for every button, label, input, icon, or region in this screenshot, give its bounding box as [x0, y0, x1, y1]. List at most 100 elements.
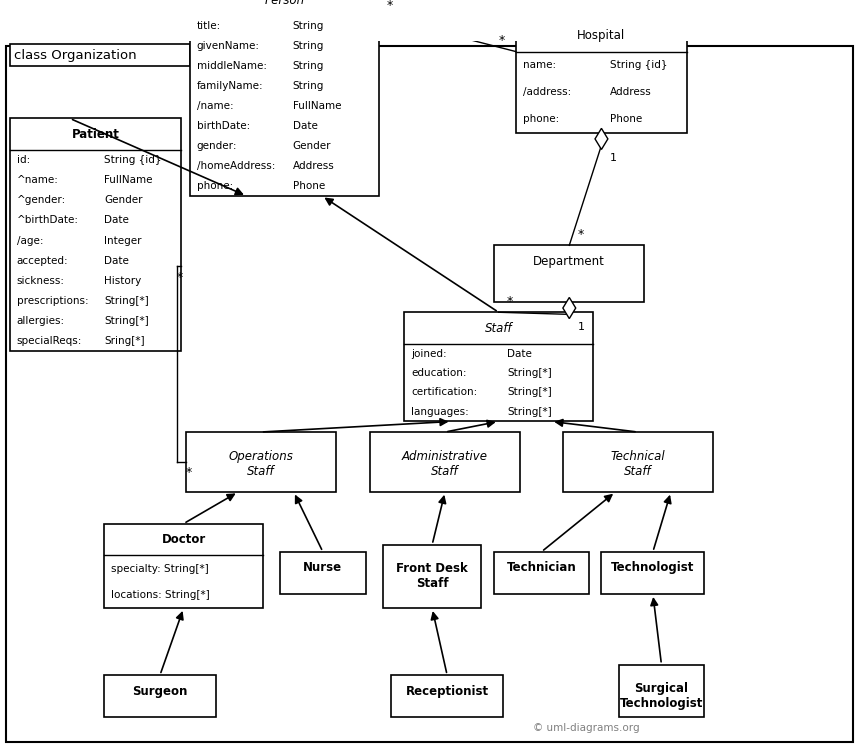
Text: *: *	[507, 295, 513, 309]
Text: /homeAddress:: /homeAddress:	[197, 161, 275, 171]
Text: Sring[*]: Sring[*]	[104, 336, 144, 346]
FancyBboxPatch shape	[391, 675, 503, 717]
Text: FullName: FullName	[104, 176, 153, 185]
Text: Phone: Phone	[293, 181, 325, 191]
Text: name:: name:	[523, 60, 556, 70]
FancyBboxPatch shape	[190, 0, 378, 196]
FancyBboxPatch shape	[601, 552, 704, 594]
FancyBboxPatch shape	[104, 524, 263, 608]
Text: Date: Date	[104, 215, 129, 226]
FancyBboxPatch shape	[10, 119, 181, 351]
FancyBboxPatch shape	[6, 46, 852, 742]
Text: Staff: Staff	[485, 322, 513, 335]
Text: *: *	[499, 34, 505, 48]
Text: phone:: phone:	[523, 114, 559, 124]
FancyBboxPatch shape	[10, 45, 190, 66]
Text: String: String	[293, 81, 324, 91]
Text: Date: Date	[507, 349, 532, 359]
Text: Date: Date	[293, 121, 317, 131]
Text: © uml-diagrams.org: © uml-diagrams.org	[533, 723, 640, 733]
Text: Doctor: Doctor	[162, 533, 206, 546]
Text: sickness:: sickness:	[17, 276, 64, 285]
FancyBboxPatch shape	[104, 675, 216, 717]
Text: /age:: /age:	[17, 235, 43, 246]
Text: *: *	[186, 466, 192, 479]
Text: ^name:: ^name:	[17, 176, 58, 185]
Polygon shape	[595, 128, 608, 149]
Text: String[*]: String[*]	[104, 316, 149, 326]
Text: *: *	[578, 229, 584, 241]
Text: familyName:: familyName:	[197, 81, 263, 91]
Text: joined:: joined:	[411, 349, 446, 359]
FancyBboxPatch shape	[370, 432, 520, 492]
Text: History: History	[104, 276, 142, 285]
Text: class Organization: class Organization	[15, 49, 137, 61]
Text: specialty: String[*]: specialty: String[*]	[111, 563, 209, 574]
Text: allergies:: allergies:	[17, 316, 65, 326]
Text: String: String	[293, 41, 324, 52]
Text: Address: Address	[610, 87, 652, 97]
Text: Front Desk
Staff: Front Desk Staff	[396, 562, 468, 590]
Text: Surgical
Technologist: Surgical Technologist	[620, 682, 703, 710]
Text: /name:: /name:	[197, 101, 233, 111]
Text: String {id}: String {id}	[104, 155, 162, 165]
Text: 1: 1	[610, 152, 617, 163]
FancyBboxPatch shape	[494, 552, 588, 594]
Text: Technologist: Technologist	[611, 561, 695, 574]
Text: /address:: /address:	[523, 87, 571, 97]
Text: String[*]: String[*]	[507, 368, 552, 378]
Text: specialReqs:: specialReqs:	[17, 336, 83, 346]
Text: Nurse: Nurse	[304, 561, 342, 574]
Text: String[*]: String[*]	[507, 388, 552, 397]
FancyBboxPatch shape	[562, 432, 713, 492]
Text: Integer: Integer	[104, 235, 142, 246]
Text: gender:: gender:	[197, 141, 237, 151]
Text: id:: id:	[17, 155, 30, 165]
FancyBboxPatch shape	[280, 552, 366, 594]
Text: Receptionist: Receptionist	[406, 684, 488, 698]
Text: String {id}: String {id}	[610, 60, 667, 70]
Text: *: *	[177, 270, 183, 284]
Text: Gender: Gender	[104, 196, 143, 205]
Text: Surgeon: Surgeon	[132, 684, 187, 698]
Text: Hospital: Hospital	[577, 29, 625, 42]
FancyBboxPatch shape	[618, 665, 704, 717]
Text: certification:: certification:	[411, 388, 477, 397]
Text: String: String	[293, 21, 324, 31]
Text: locations: String[*]: locations: String[*]	[111, 590, 210, 600]
Text: String: String	[293, 61, 324, 71]
Polygon shape	[562, 297, 575, 318]
Text: Person: Person	[264, 0, 304, 7]
Text: Technician: Technician	[507, 561, 576, 574]
Text: Gender: Gender	[293, 141, 331, 151]
FancyBboxPatch shape	[383, 545, 482, 608]
Text: languages:: languages:	[411, 407, 469, 417]
Text: Phone: Phone	[610, 114, 642, 124]
FancyBboxPatch shape	[186, 432, 335, 492]
Text: prescriptions:: prescriptions:	[17, 296, 89, 306]
Text: givenName:: givenName:	[197, 41, 260, 52]
Text: Address: Address	[293, 161, 335, 171]
Text: Technical
Staff: Technical Staff	[611, 450, 665, 478]
Text: FullName: FullName	[293, 101, 341, 111]
Text: Date: Date	[104, 255, 129, 266]
Text: title:: title:	[197, 21, 221, 31]
Text: ^birthDate:: ^birthDate:	[17, 215, 79, 226]
Text: Operations
Staff: Operations Staff	[228, 450, 293, 478]
Text: phone:: phone:	[197, 181, 233, 191]
Text: 1: 1	[578, 322, 585, 332]
FancyBboxPatch shape	[494, 245, 644, 302]
Text: ^gender:: ^gender:	[17, 196, 66, 205]
FancyBboxPatch shape	[404, 312, 593, 421]
FancyBboxPatch shape	[516, 20, 687, 132]
Text: middleName:: middleName:	[197, 61, 267, 71]
Text: education:: education:	[411, 368, 467, 378]
Text: accepted:: accepted:	[17, 255, 69, 266]
Text: Department: Department	[533, 255, 605, 267]
Text: *: *	[387, 0, 393, 12]
Text: String[*]: String[*]	[507, 407, 552, 417]
Text: Patient: Patient	[71, 128, 120, 141]
Text: String[*]: String[*]	[104, 296, 149, 306]
Text: Administrative
Staff: Administrative Staff	[402, 450, 488, 478]
Text: birthDate:: birthDate:	[197, 121, 250, 131]
